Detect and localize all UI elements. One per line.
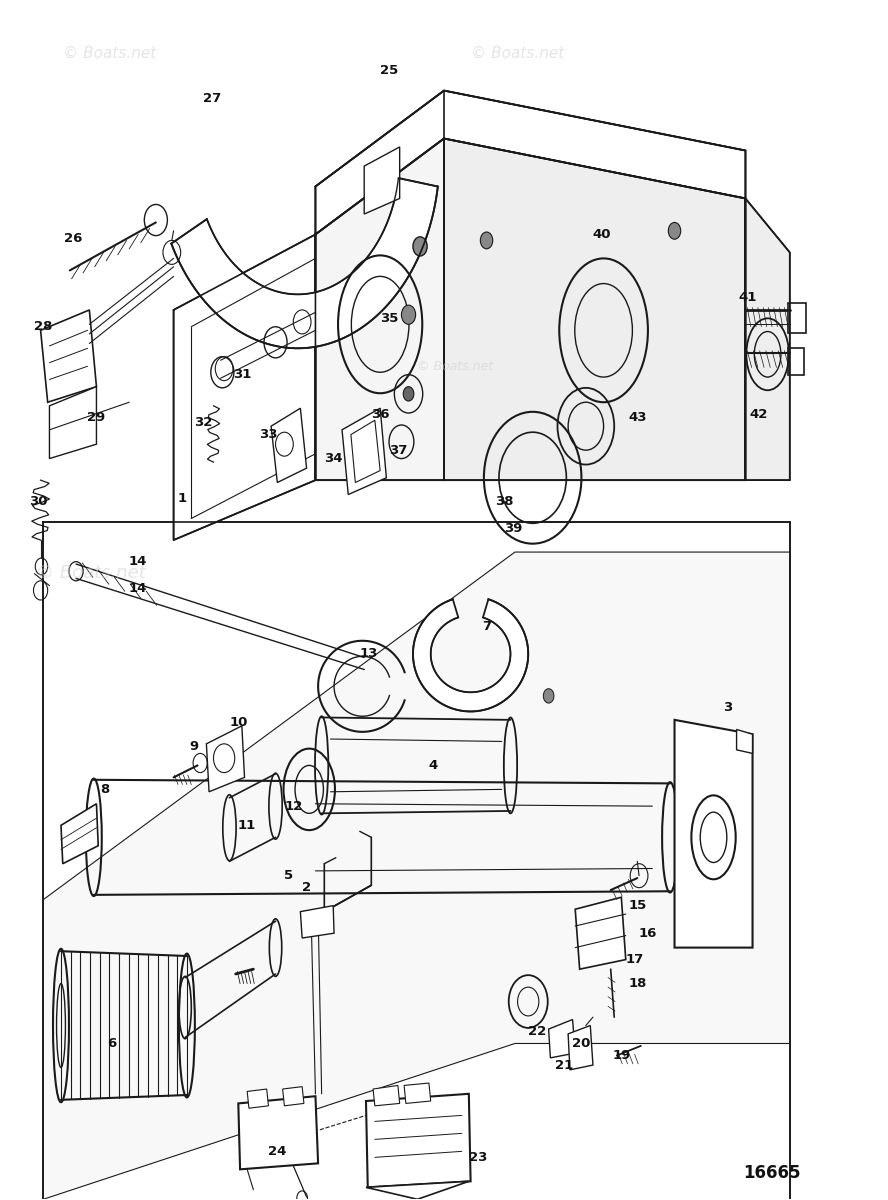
Text: 41: 41 [738, 292, 757, 305]
Text: 29: 29 [87, 412, 106, 425]
Polygon shape [675, 720, 752, 948]
Text: 12: 12 [284, 799, 303, 812]
Text: 32: 32 [194, 416, 212, 430]
Polygon shape [549, 1020, 575, 1058]
Text: 8: 8 [100, 782, 110, 796]
Text: 28: 28 [34, 320, 52, 334]
Text: © Boats.net: © Boats.net [63, 47, 156, 61]
Text: 36: 36 [371, 408, 390, 421]
Text: 15: 15 [628, 899, 646, 912]
Text: 37: 37 [389, 444, 407, 457]
Bar [788, 302, 805, 332]
Text: 3: 3 [723, 701, 733, 714]
Text: 13: 13 [360, 648, 377, 660]
Polygon shape [444, 138, 745, 480]
Polygon shape [41, 310, 97, 402]
Polygon shape [366, 1094, 471, 1187]
Text: © Boats.net: © Boats.net [417, 360, 494, 373]
Text: 4: 4 [429, 758, 438, 772]
Bar [788, 348, 804, 374]
Polygon shape [44, 522, 789, 1200]
Text: 6: 6 [107, 1037, 116, 1050]
Polygon shape [568, 1026, 593, 1070]
Circle shape [401, 305, 416, 324]
Text: 24: 24 [268, 1145, 287, 1158]
Text: 25: 25 [380, 64, 398, 77]
Text: 38: 38 [495, 496, 513, 509]
Text: 19: 19 [612, 1049, 630, 1062]
Text: 18: 18 [628, 977, 646, 990]
Text: 20: 20 [572, 1037, 591, 1050]
Circle shape [543, 689, 554, 703]
Polygon shape [300, 906, 334, 938]
Polygon shape [171, 178, 438, 348]
Text: © Boats.net: © Boats.net [471, 47, 564, 61]
Polygon shape [366, 1181, 469, 1199]
Text: 30: 30 [28, 496, 47, 509]
Text: 39: 39 [504, 522, 522, 534]
Polygon shape [342, 408, 386, 494]
Text: 42: 42 [749, 408, 768, 421]
Text: 11: 11 [238, 818, 257, 832]
Text: 35: 35 [380, 312, 398, 325]
Polygon shape [61, 804, 99, 864]
Polygon shape [315, 90, 745, 234]
Text: 16: 16 [638, 926, 657, 940]
Polygon shape [413, 599, 528, 712]
Text: 2: 2 [302, 881, 311, 894]
Text: 34: 34 [324, 452, 343, 466]
Polygon shape [50, 386, 97, 458]
Polygon shape [282, 1087, 304, 1106]
Text: © Boats.net: © Boats.net [36, 564, 146, 582]
Polygon shape [364, 146, 400, 214]
Text: 40: 40 [592, 228, 611, 241]
Text: 14: 14 [129, 582, 147, 594]
Text: 17: 17 [625, 953, 644, 966]
Polygon shape [745, 198, 789, 480]
Circle shape [403, 386, 414, 401]
Polygon shape [575, 898, 626, 970]
Text: 31: 31 [233, 368, 251, 382]
Text: 9: 9 [189, 739, 199, 752]
Polygon shape [351, 420, 380, 482]
Text: 10: 10 [229, 715, 248, 728]
Polygon shape [238, 1097, 318, 1169]
Polygon shape [247, 1090, 268, 1109]
Text: 1: 1 [178, 492, 187, 505]
Text: 43: 43 [628, 412, 646, 425]
Text: 5: 5 [284, 869, 293, 882]
Polygon shape [736, 730, 752, 754]
Polygon shape [206, 726, 244, 792]
Text: 26: 26 [64, 232, 83, 245]
Text: 22: 22 [528, 1025, 546, 1038]
Polygon shape [271, 408, 306, 482]
Text: 27: 27 [202, 92, 221, 106]
Text: 16665: 16665 [743, 1164, 801, 1182]
Text: 21: 21 [555, 1058, 573, 1072]
Circle shape [413, 236, 427, 256]
Text: 23: 23 [469, 1151, 487, 1164]
Polygon shape [373, 1086, 400, 1106]
Polygon shape [404, 1084, 431, 1104]
Circle shape [480, 232, 493, 248]
Polygon shape [315, 138, 444, 480]
Circle shape [669, 222, 681, 239]
Polygon shape [44, 552, 789, 1199]
Text: 14: 14 [129, 556, 147, 568]
Text: 7: 7 [482, 620, 491, 632]
Polygon shape [173, 234, 315, 540]
Text: 33: 33 [259, 428, 278, 442]
